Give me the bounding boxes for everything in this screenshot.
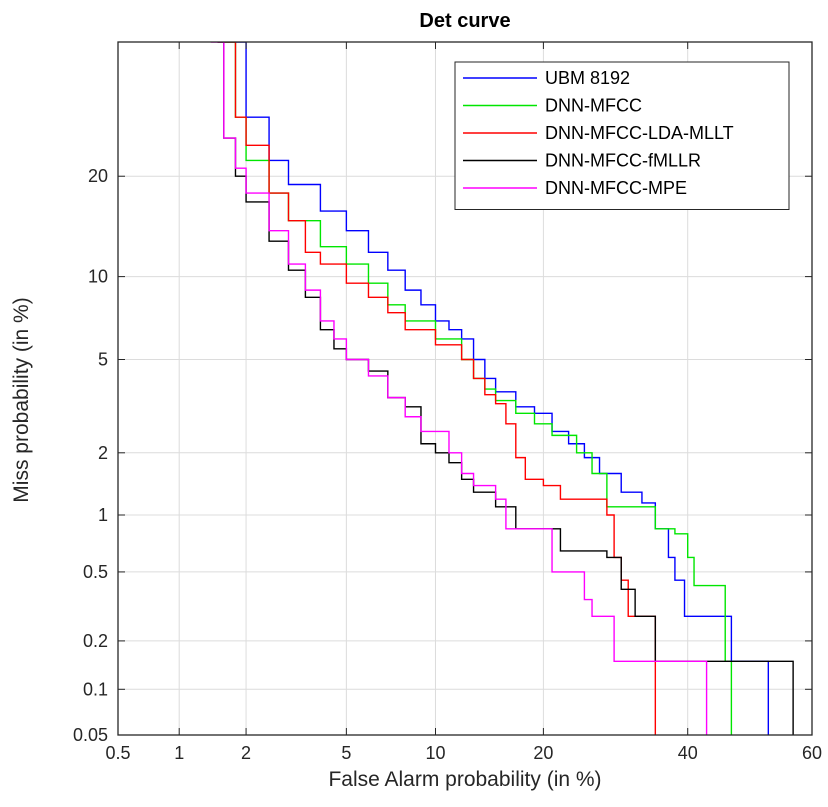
plot-frame — [117, 41, 813, 736]
x-tick-label: 10 — [425, 743, 445, 763]
y-axis-label: Miss probability (in %) — [10, 297, 33, 502]
legend-label: DNN-MFCC — [545, 96, 642, 116]
y-tick-label: 5 — [98, 350, 108, 370]
y-tick-label: 0.05 — [73, 725, 108, 745]
x-tick-label: 60 — [802, 743, 822, 763]
ticks: 0.5 1 2 5 10 20 40 60 0.05 0.1 0.2 0.5 1 2 5 10 20 — [73, 42, 822, 763]
series-line-2 — [217, 42, 733, 735]
legend-label: DNN-MFCC-fMLLR — [545, 151, 701, 171]
x-axis-label: False Alarm probability (in %) — [328, 768, 601, 791]
y-tick-label: 0.5 — [83, 562, 108, 582]
y-tick-label: 2 — [98, 443, 108, 463]
y-tick-label: 0.1 — [83, 679, 108, 699]
x-tick-label: 40 — [678, 743, 698, 763]
legend-label: DNN-MFCC-LDA-MLLT — [545, 123, 734, 143]
series-line-5 — [210, 42, 708, 735]
legend-label: UBM 8192 — [545, 68, 630, 88]
legend-box — [454, 61, 790, 210]
x-tick-label: 2 — [241, 743, 251, 763]
legend: UBM 8192 DNN-MFCC DNN-MFCC-LDA-MLLT DNN-MFC… — [454, 61, 790, 210]
x-tick-label: 20 — [533, 743, 553, 763]
x-tick-label: 0.5 — [105, 743, 130, 763]
x-tick-label: 5 — [341, 743, 351, 763]
series-line-3 — [217, 42, 657, 735]
plot-lines — [210, 42, 794, 735]
chart-title: Det curve — [419, 10, 510, 32]
y-tick-label: 1 — [98, 505, 108, 525]
y-tick-label: 10 — [88, 267, 108, 287]
y-tick-label: 0.2 — [83, 631, 108, 651]
legend-label: DNN-MFCC-MPE — [545, 178, 687, 198]
series-line-1 — [223, 42, 770, 735]
y-tick-label: 20 — [88, 166, 108, 186]
x-tick-label: 1 — [174, 743, 184, 763]
